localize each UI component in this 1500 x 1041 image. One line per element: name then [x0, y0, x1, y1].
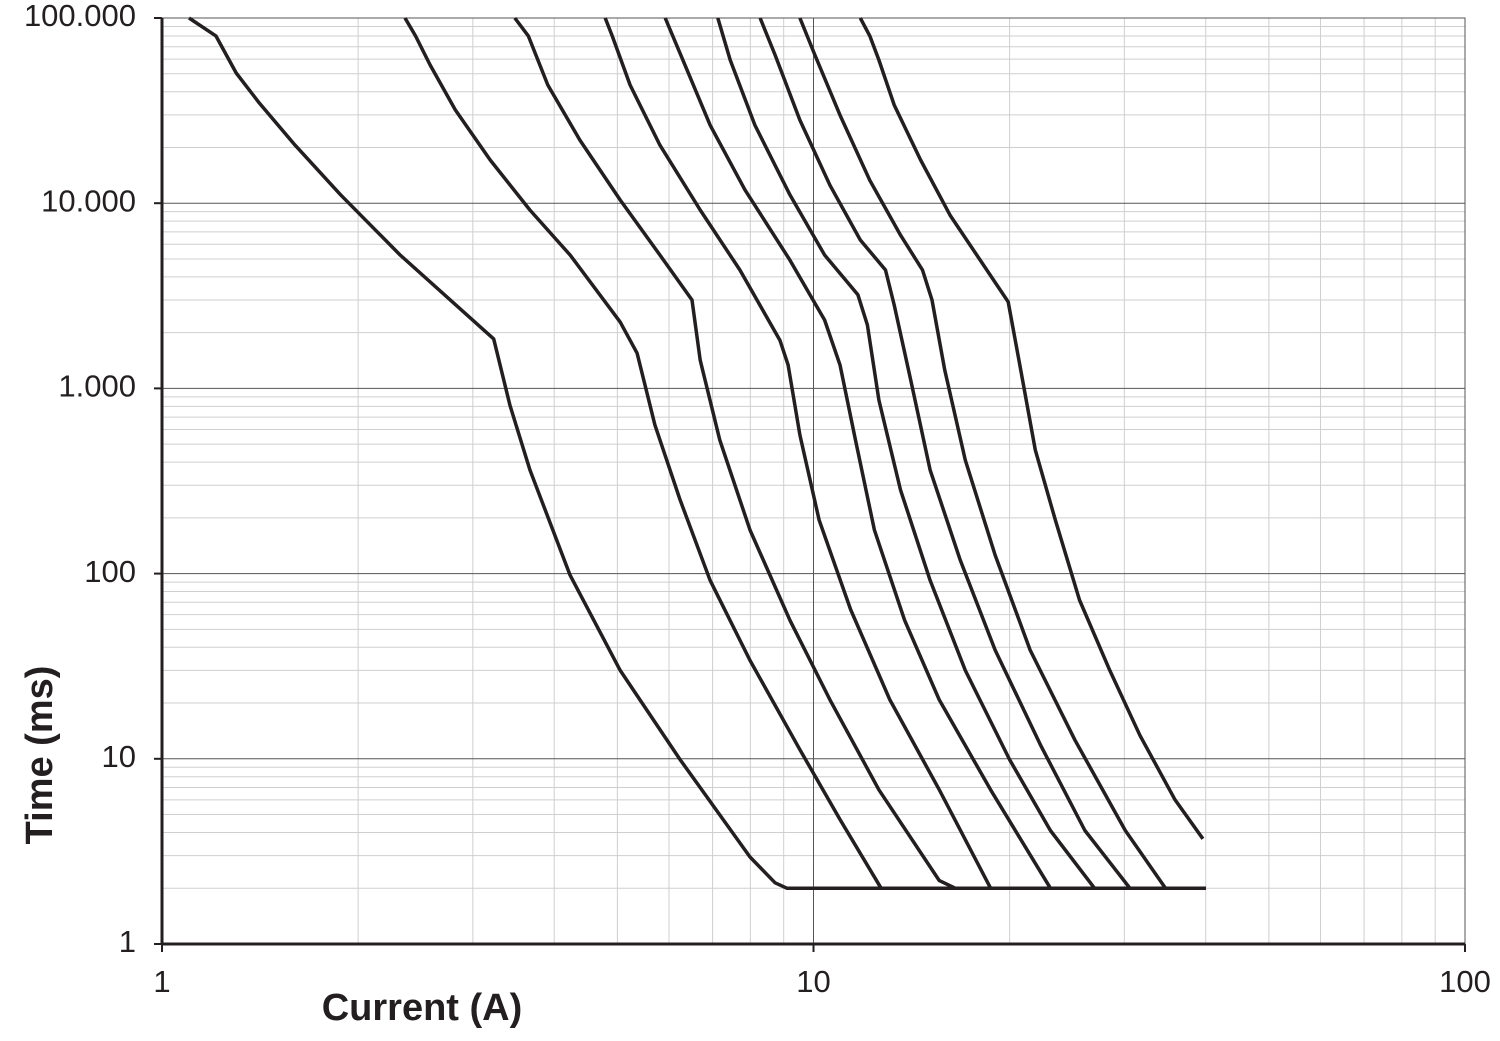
y-tick-label: 100.000 — [24, 0, 136, 33]
curve — [716, 17, 1206, 890]
y-tick-label: 1 — [119, 924, 136, 959]
curve — [513, 16, 1206, 890]
y-axis-title: Time (ms) — [19, 666, 61, 845]
curve — [603, 17, 1206, 890]
curve — [758, 17, 1206, 890]
curve — [188, 16, 1206, 890]
curve — [403, 17, 1206, 890]
y-tick-label: 1.000 — [58, 369, 136, 404]
x-tick-label: 10 — [796, 964, 830, 999]
x-tick-label: 100 — [1439, 964, 1491, 999]
y-tick-label: 100 — [84, 554, 136, 589]
y-tick-label: 10.000 — [41, 183, 136, 218]
y-tick-label: 10 — [102, 739, 136, 774]
x-axis-title: Current (A) — [322, 987, 523, 1029]
curve — [798, 17, 1206, 890]
x-tick-label: 1 — [153, 964, 170, 999]
curve — [663, 17, 1206, 890]
curve — [858, 17, 1205, 840]
